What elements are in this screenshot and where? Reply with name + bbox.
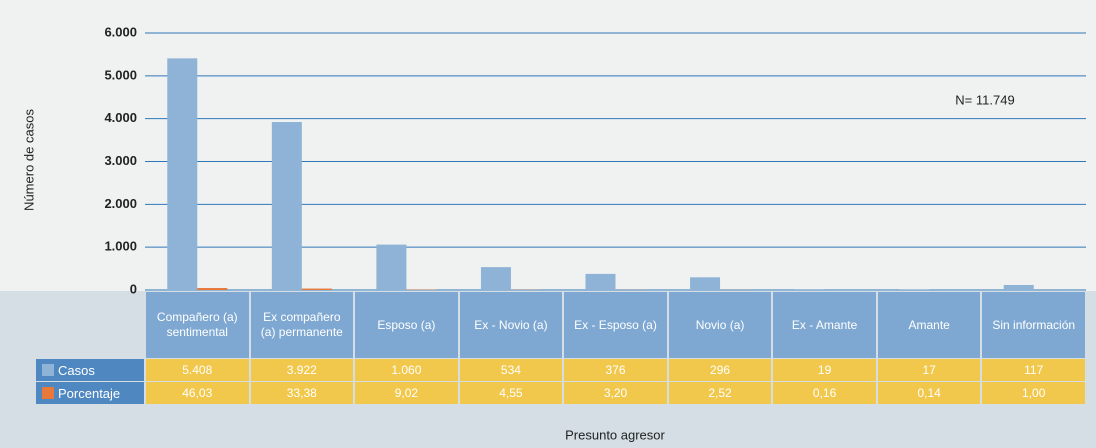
y-tick-label: 1.000 (104, 239, 137, 254)
table-value: 1,00 (982, 382, 1085, 404)
y-axis-label: Número de casos (21, 109, 36, 211)
table-value: 9,02 (355, 382, 458, 404)
table-value: 376 (564, 359, 667, 381)
y-tick-label: 4.000 (104, 110, 137, 125)
category-label: Ex - Novio (a) (459, 292, 563, 358)
table-value: 534 (459, 359, 563, 381)
table-value: 46,03 (146, 382, 249, 404)
table-value: 3.922 (250, 359, 354, 381)
table-value: 4,55 (459, 382, 563, 404)
legend-swatch (42, 387, 54, 399)
category-label: Ex compañero (a) permanente (250, 292, 354, 358)
table-value: 0,16 (773, 382, 876, 404)
bar (271, 122, 302, 291)
y-tick-label: 6.000 (104, 24, 137, 39)
legend-label: Casos (36, 359, 144, 381)
table-value: 19 (773, 359, 876, 381)
bar (899, 289, 930, 290)
x-axis-label: Presunto agresor (565, 427, 665, 442)
annotation: N= 11.749 (955, 92, 1014, 107)
legend-label: Porcentaje (36, 382, 144, 404)
category-label: Sin información (982, 292, 1085, 358)
bar (197, 288, 228, 290)
category-label: Amante (877, 292, 981, 358)
table-value: 3,20 (564, 382, 667, 404)
category-label: Novio (a) (668, 292, 772, 358)
bar (376, 244, 407, 290)
table-value: 1.060 (355, 359, 458, 381)
bar (585, 273, 616, 290)
table-value: 17 (877, 359, 981, 381)
table-value: 117 (982, 359, 1085, 381)
category-label: Compañero (a) sentimental (146, 292, 249, 358)
table-value: 33,38 (250, 382, 354, 404)
table-value: 296 (668, 359, 772, 381)
legend-swatch (42, 364, 54, 376)
table-value: 5.408 (146, 359, 249, 381)
y-tick-label: 5.000 (104, 67, 137, 82)
category-label: Esposo (a) (355, 292, 458, 358)
bar (480, 267, 511, 290)
table-value: 0,14 (877, 382, 981, 404)
bar (167, 58, 198, 291)
category-label: Ex - Esposo (a) (564, 292, 667, 358)
y-tick-label: 0 (130, 281, 137, 296)
category-label: Ex - Amante (773, 292, 876, 358)
y-tick-label: 3.000 (104, 153, 137, 168)
table-value: 2,52 (668, 382, 772, 404)
y-tick-label: 2.000 (104, 196, 137, 211)
bar (301, 288, 332, 290)
bar (794, 289, 825, 290)
bar (690, 277, 721, 290)
bar (1003, 284, 1034, 290)
